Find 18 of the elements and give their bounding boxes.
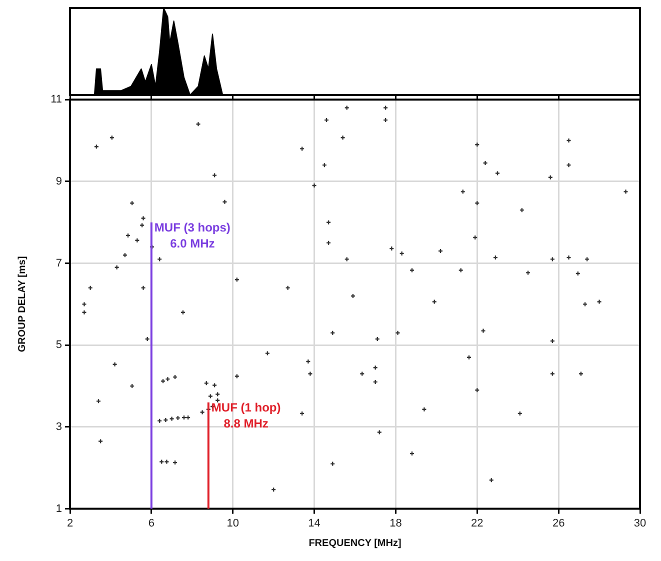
x-tick-label: 2 <box>66 517 74 530</box>
ref-line-label: MUF (1 hop) 8.8 MHz <box>211 400 281 431</box>
y-axis-title: GROUP DELAY [ms] <box>16 256 28 352</box>
x-tick-label: 10 <box>226 517 239 530</box>
y-tick-label: 7 <box>56 257 62 270</box>
x-tick-label: 6 <box>148 517 154 530</box>
x-tick-label: 30 <box>634 517 646 530</box>
x-axis-title: FREQUENCY [MHz] <box>308 538 402 549</box>
y-tick-label: 9 <box>56 175 62 188</box>
x-tick-label: 14 <box>308 517 320 530</box>
y-tick-label: 1 <box>56 502 62 515</box>
x-tick-label: 18 <box>390 517 402 530</box>
y-tick-label: 3 <box>56 420 62 433</box>
y-tick-label: 11 <box>50 94 62 106</box>
ref-line-label: MUF (3 hops) 6.0 MHz <box>154 220 230 251</box>
x-tick-label: 22 <box>471 517 484 530</box>
x-tick-label: 26 <box>552 517 565 530</box>
y-tick-label: 5 <box>56 339 62 352</box>
